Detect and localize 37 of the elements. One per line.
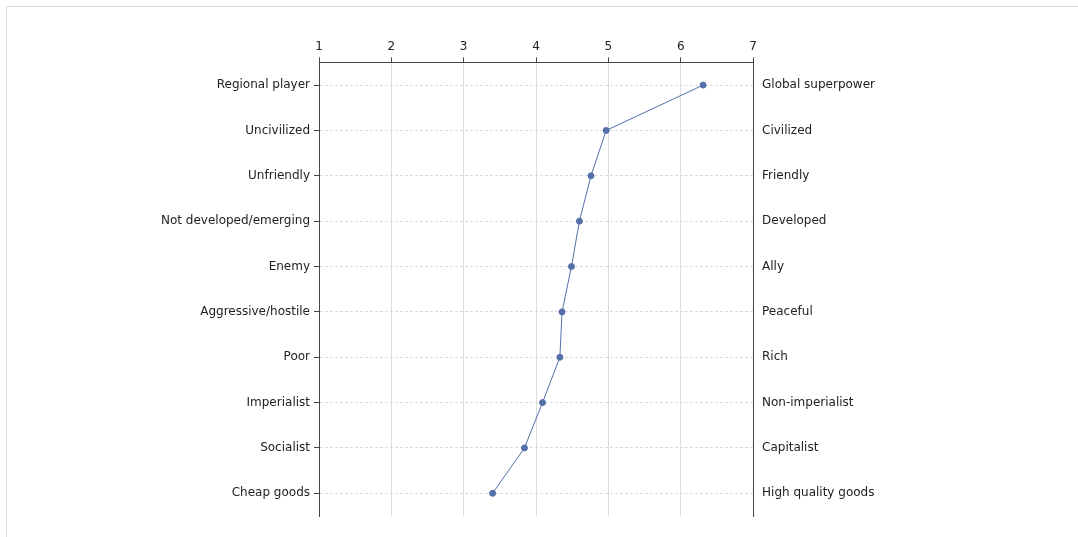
y-tick-label: Aggressive/hostile [200,304,311,319]
x-tick-label: 7 [749,39,757,54]
point [602,126,610,134]
y-tick-label: Cheap goods [231,485,311,500]
y-tick-label: Poor [283,349,311,364]
x-tick-label: 5 [604,39,613,54]
y-tick-label: Not developed/emerging [160,213,311,228]
x-tick-label: 3 [459,39,468,54]
point [567,263,575,271]
x-tick-label: 2 [387,39,396,54]
y2-tick-label: Civilized [762,122,813,137]
point [539,399,547,407]
x-tick-label: 6 [676,39,685,54]
y2-tick-label: Non-imperialist [762,394,854,409]
y2-tick-label: Friendly [762,167,810,182]
point [489,489,497,497]
y2-tick-label: Ally [762,258,785,273]
point [520,444,528,452]
y2-tick-label: Peaceful [762,304,813,319]
point [587,172,595,180]
y2-tick-label: High quality goods [762,485,875,500]
point [558,308,566,316]
y2-tick-label: Capitalist [762,440,819,455]
x-tick-label: 4 [532,39,540,54]
y-tick-label: Enemy [268,258,311,273]
y-tick-label: Regional player [216,77,311,92]
y-tick-label: Socialist [260,440,311,455]
point [699,81,707,89]
y2-tick-label: Global superpower [762,77,876,92]
x-tick-label: 1 [315,39,323,54]
y2-tick-label: Developed [762,213,827,228]
point [575,217,583,225]
y-tick-label: Uncivilized [245,122,311,137]
y-tick-label: Unfriendly [248,167,311,182]
y-tick-label: Imperialist [246,394,311,409]
y2-tick-label: Rich [762,349,788,364]
point [556,353,564,361]
